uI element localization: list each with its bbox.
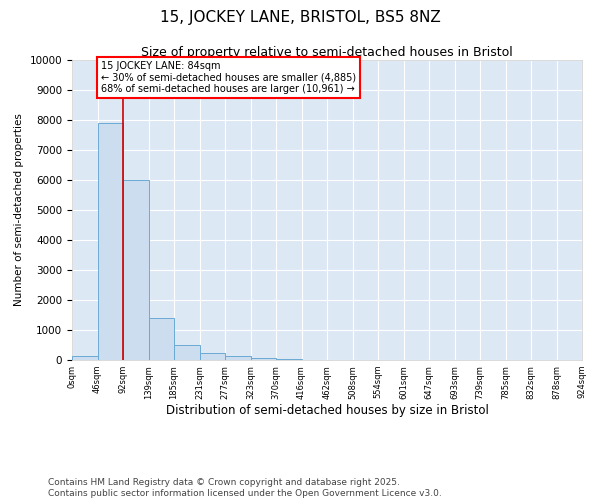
- Title: Size of property relative to semi-detached houses in Bristol: Size of property relative to semi-detach…: [141, 46, 513, 59]
- Bar: [123, 180, 149, 360]
- Text: Contains HM Land Registry data © Crown copyright and database right 2025.
Contai: Contains HM Land Registry data © Crown c…: [48, 478, 442, 498]
- Bar: [199, 354, 225, 360]
- Bar: [149, 318, 174, 360]
- Y-axis label: Number of semi-detached properties: Number of semi-detached properties: [14, 114, 24, 306]
- Bar: [251, 358, 276, 360]
- X-axis label: Distribution of semi-detached houses by size in Bristol: Distribution of semi-detached houses by …: [166, 404, 488, 417]
- Bar: [174, 345, 199, 360]
- Text: 15, JOCKEY LANE, BRISTOL, BS5 8NZ: 15, JOCKEY LANE, BRISTOL, BS5 8NZ: [160, 10, 440, 25]
- Bar: [225, 356, 251, 360]
- Text: 15 JOCKEY LANE: 84sqm
← 30% of semi-detached houses are smaller (4,885)
68% of s: 15 JOCKEY LANE: 84sqm ← 30% of semi-deta…: [101, 60, 356, 94]
- Bar: [72, 356, 97, 360]
- Bar: [276, 359, 302, 360]
- Bar: [97, 123, 123, 360]
